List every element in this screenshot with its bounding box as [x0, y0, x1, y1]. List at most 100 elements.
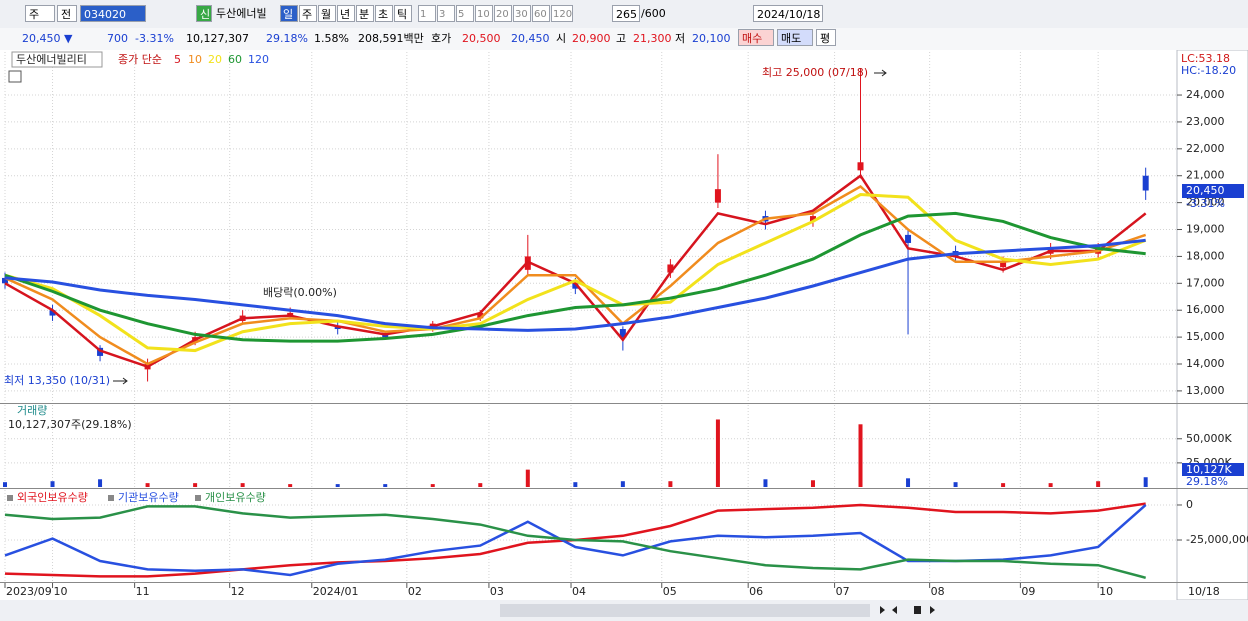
- ma-line: [4, 238, 1146, 332]
- y-tick-label: 22,000: [1186, 142, 1225, 155]
- count-input[interactable]: 265: [612, 5, 640, 22]
- ma-line: [4, 211, 1146, 343]
- open: 20,900: [572, 32, 611, 45]
- last-volume: 10,127K: [1186, 463, 1232, 476]
- buy-button[interactable]: 매수: [738, 29, 774, 46]
- sell-button[interactable]: 매도: [777, 29, 813, 46]
- y-tick-label: 18,000: [1186, 249, 1225, 262]
- avg-button[interactable]: 평: [816, 29, 836, 46]
- x-tick-label: 02: [408, 585, 422, 598]
- volume-bar: [145, 483, 150, 487]
- volume-bar: [50, 481, 55, 487]
- x-tick-label: 10: [54, 585, 68, 598]
- x-tick-label: 03: [490, 585, 504, 598]
- legend-label: 종가 단순: [118, 53, 162, 66]
- legend-marker: [195, 495, 201, 501]
- bid: 20,450: [511, 32, 550, 45]
- mode-select[interactable]: 주: [25, 5, 55, 22]
- ma-line: [4, 184, 1147, 366]
- x-tick-label: 11: [136, 585, 150, 598]
- market-tag: 신: [196, 5, 212, 22]
- date-input[interactable]: 2024/10/18: [753, 5, 823, 22]
- volume-bar: [668, 481, 673, 487]
- period-button[interactable]: 년: [337, 5, 355, 22]
- candle-body: [334, 326, 341, 330]
- period-button[interactable]: 분: [356, 5, 374, 22]
- y-tick-label: 16,000: [1186, 303, 1225, 316]
- low-label: 저: [675, 32, 686, 45]
- interval-button[interactable]: 10: [475, 5, 493, 22]
- mode-button[interactable]: 전: [57, 5, 77, 22]
- scroll-thumb[interactable]: [500, 604, 870, 617]
- volume-bar: [1143, 477, 1148, 487]
- x-tick-label: 04: [572, 585, 586, 598]
- interval-button[interactable]: 20: [494, 5, 512, 22]
- period-button[interactable]: 주: [299, 5, 317, 22]
- candle-body: [667, 264, 674, 273]
- holding-line: [4, 505, 1147, 580]
- chart-title: 두산에너빌리티: [16, 53, 87, 66]
- period-button[interactable]: 틱: [394, 5, 412, 22]
- interval-button[interactable]: 3: [437, 5, 455, 22]
- ma-line: [4, 193, 1147, 353]
- x-tick-label: 10: [1099, 585, 1113, 598]
- legend-entry: 60: [228, 53, 242, 66]
- legend-marker: [7, 495, 13, 501]
- candle-body: [857, 162, 864, 171]
- candle-body: [49, 310, 56, 316]
- table-icon[interactable]: [8, 70, 22, 83]
- interval-button[interactable]: 1: [418, 5, 436, 22]
- volume-bar: [1096, 481, 1101, 487]
- last-price: 20,450: [1186, 184, 1225, 197]
- hc-label: HC:-18.20: [1181, 64, 1236, 77]
- x-tick-label: 2023/09: [6, 585, 52, 598]
- ma-line: [4, 173, 1147, 369]
- high: 21,300: [633, 32, 672, 45]
- ask-label: 호가: [431, 32, 452, 45]
- legend-entry: 개인보유수량: [205, 491, 266, 504]
- interval-button[interactable]: 30: [513, 5, 531, 22]
- annotation: 최저 13,350 (10/31): [4, 374, 110, 387]
- y-tick-label: 23,000: [1186, 115, 1225, 128]
- period-button[interactable]: 월: [318, 5, 336, 22]
- chart-area: 2023/09 10 11 12 2024/01 02 03 04 05 06 07 08 09 10 10…: [0, 50, 1248, 621]
- candle-body: [1142, 175, 1149, 191]
- volume-bar: [1001, 483, 1006, 487]
- code-input[interactable]: 034020: [80, 5, 146, 22]
- last-volume-box: [1182, 463, 1244, 476]
- turnover: 1.58%: [314, 32, 349, 45]
- x-tick-label: 07: [836, 585, 850, 598]
- volume-bar: [525, 469, 530, 487]
- x-tick-label: 06: [749, 585, 763, 598]
- annotation: 배당락(0.00%): [263, 286, 337, 299]
- volume-bar: [763, 479, 768, 487]
- volume-bar: [430, 484, 435, 487]
- open-label: 시: [556, 32, 567, 45]
- last-volume-pct: 29.18%: [1186, 475, 1228, 488]
- period-button[interactable]: 초: [375, 5, 393, 22]
- volume-bar: [193, 483, 198, 487]
- legend-entry: 외국인보유수량: [17, 491, 88, 504]
- toolbar: 주 전 034020 신 두산에너빌 일 주 월 년 분 초 틱 1 3 5 10 20 30 60 120…: [0, 0, 1248, 29]
- period-button[interactable]: 일: [280, 5, 298, 22]
- volume-bar: [620, 481, 625, 487]
- y-tick-label: 19,000: [1186, 223, 1225, 236]
- candle-body: [905, 234, 912, 243]
- candle-body: [714, 189, 721, 203]
- high-label: 고: [616, 32, 627, 45]
- candle-body: [477, 312, 484, 319]
- annotation: 최고 25,000 (07/18): [762, 66, 868, 79]
- x-tick-label: 2024/01: [313, 585, 359, 598]
- volume-bar: [335, 484, 340, 487]
- interval-button[interactable]: 5: [456, 5, 474, 22]
- volume-bar: [858, 424, 863, 487]
- y-tick-label: 21,000: [1186, 169, 1225, 182]
- x-tick-label: 12: [231, 585, 245, 598]
- x-tick-label: 09: [1021, 585, 1035, 598]
- lc-label: LC:53.18: [1181, 52, 1230, 65]
- interval-button[interactable]: 60: [532, 5, 550, 22]
- interval-button[interactable]: 120: [551, 5, 573, 22]
- y-tick-label: 0: [1186, 498, 1193, 511]
- candle-body: [2, 277, 8, 284]
- volume-bar: [953, 482, 958, 487]
